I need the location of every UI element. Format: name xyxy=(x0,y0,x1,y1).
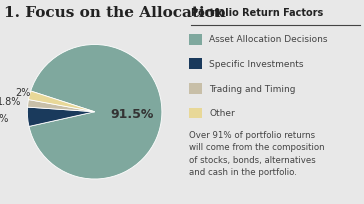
Bar xyxy=(189,84,202,94)
Text: Specific Investments: Specific Investments xyxy=(209,60,304,69)
Wedge shape xyxy=(27,108,95,127)
Bar xyxy=(189,35,202,45)
Bar xyxy=(189,59,202,70)
Text: 4.6%: 4.6% xyxy=(0,114,9,124)
Text: 1. Focus on the Allocation: 1. Focus on the Allocation xyxy=(4,6,226,20)
Wedge shape xyxy=(28,92,95,112)
Text: Other: Other xyxy=(209,109,235,118)
Text: Over 91% of portfolio returns
will come from the composition
of stocks, bonds, a: Over 91% of portfolio returns will come … xyxy=(189,131,325,176)
Text: Trading and Timing: Trading and Timing xyxy=(209,84,296,93)
Text: 2%: 2% xyxy=(15,87,31,97)
Text: Asset Allocation Decisions: Asset Allocation Decisions xyxy=(209,35,328,44)
Wedge shape xyxy=(28,100,95,112)
Wedge shape xyxy=(29,45,162,179)
Bar xyxy=(189,108,202,119)
Text: 91.5%: 91.5% xyxy=(110,108,153,120)
Text: 1.8%: 1.8% xyxy=(0,96,21,106)
Text: Portfolio Return Factors: Portfolio Return Factors xyxy=(191,8,323,18)
